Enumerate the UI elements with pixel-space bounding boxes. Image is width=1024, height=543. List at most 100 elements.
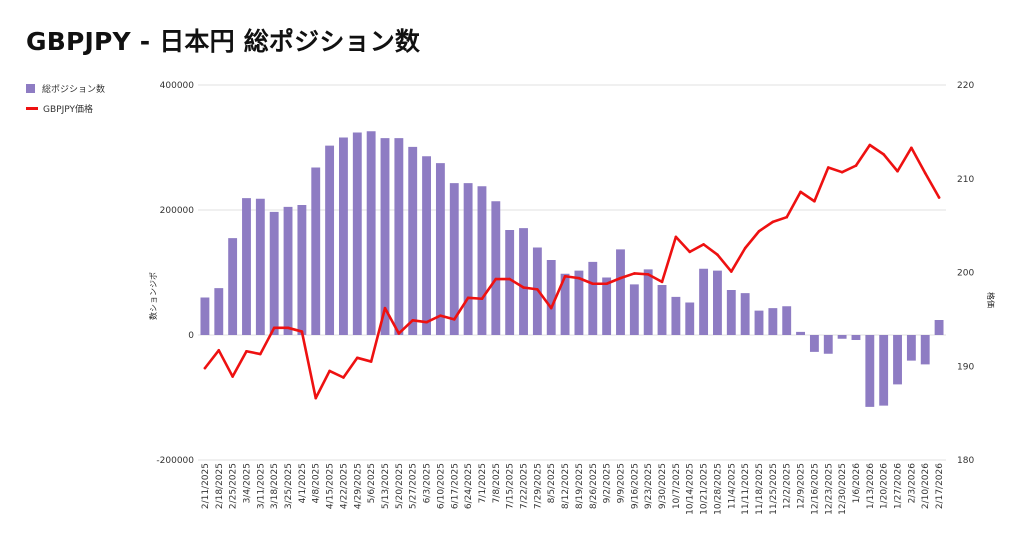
position-bar[interactable] [726,290,736,335]
x-tick-label: 9/16/2025 [630,463,640,509]
position-bar[interactable] [269,211,279,335]
position-bar[interactable] [920,335,930,365]
x-tick-label: 8/12/2025 [561,463,571,509]
price-point [577,276,581,280]
position-bar[interactable] [657,285,667,335]
position-bar[interactable] [200,297,210,336]
x-tick-label: 12/2/2025 [783,463,793,509]
x-tick-label: 4/29/2025 [353,463,363,509]
price-point [688,250,692,254]
position-bar[interactable] [671,296,681,336]
position-bar[interactable] [643,269,653,336]
position-bar[interactable] [740,293,750,336]
line-series [203,143,941,400]
price-point [868,143,872,147]
position-bar[interactable] [255,198,265,335]
position-bar[interactable] [477,186,487,335]
position-bar[interactable] [519,228,528,335]
position-bar[interactable] [394,138,404,336]
position-bar[interactable] [906,335,916,361]
x-tick-label: 9/9/2025 [616,463,626,503]
legend-item-positions[interactable]: 総ポジション数 [26,78,105,98]
position-bar[interactable] [560,273,570,335]
position-bar[interactable] [754,310,764,336]
position-bar[interactable] [228,238,238,336]
position-bar[interactable] [339,137,348,336]
price-point [536,288,539,291]
price-point [591,282,595,286]
position-bar[interactable] [546,260,556,335]
position-bar[interactable] [809,335,819,352]
right-tick-label: 190 [957,362,974,372]
position-bar[interactable] [422,156,431,335]
position-bar[interactable] [352,132,362,336]
position-bar[interactable] [602,277,612,336]
x-tick-label: 7/15/2025 [506,463,516,509]
legend-item-price[interactable]: GBPJPY価格 [26,98,105,118]
price-point [411,319,415,322]
position-bar[interactable] [837,335,847,339]
legend: 総ポジション数 GBPJPY価格 [26,78,105,118]
position-bar[interactable] [297,205,307,335]
x-tick-label: 8/19/2025 [575,463,585,509]
position-bar[interactable] [408,146,418,336]
x-tick-label: 11/25/2025 [769,463,779,515]
price-point [494,277,498,281]
position-bar[interactable] [505,230,515,335]
x-tick-label: 5/6/2025 [367,463,377,503]
position-bar[interactable] [893,335,902,385]
price-point [383,306,387,310]
position-bar[interactable] [713,270,722,336]
position-bar[interactable] [699,268,709,335]
price-point [785,215,788,219]
price-line[interactable] [203,143,941,400]
position-bar[interactable] [629,284,639,336]
position-bar[interactable] [380,138,390,336]
position-bar[interactable] [214,288,224,336]
position-bar[interactable] [823,335,833,354]
price-point [425,320,428,324]
position-bar[interactable] [463,183,473,336]
price-point [259,352,262,356]
position-bar[interactable] [685,302,695,336]
price-point [314,396,318,400]
x-tick-label: 7/1/2025 [478,463,488,503]
x-axis-ticks: 2/11/2025 2/18/2025 2/25/2025 3/4/2025 3/11/… [201,463,945,515]
price-point [896,169,899,173]
price-point [272,326,276,330]
position-bar[interactable] [796,331,805,336]
position-bar[interactable] [934,320,944,335]
price-point [231,375,234,378]
legend-line-swatch [26,106,38,110]
x-tick-label: 7/22/2025 [520,463,530,509]
position-bar[interactable] [865,335,875,407]
position-bar[interactable] [879,335,889,406]
x-tick-label: 3/18/2025 [270,463,280,509]
x-tick-label: 10/14/2025 [686,463,696,515]
position-bar[interactable] [449,183,459,336]
position-bar[interactable] [242,198,251,336]
x-tick-label: 2/11/2025 [201,463,211,509]
position-bar[interactable] [574,270,584,336]
right-tick-label: 180 [957,456,974,466]
position-bar[interactable] [588,261,598,336]
position-bar[interactable] [491,201,501,335]
position-bar[interactable] [435,163,445,336]
price-point [369,360,373,363]
left-tick-label: 0 [188,331,194,341]
left-axis-ticks: -200000 0 200000 400000 [156,81,194,466]
position-bar[interactable] [283,206,293,335]
price-point [646,273,650,276]
x-tick-label: 5/13/2025 [381,463,391,509]
position-bar[interactable] [616,249,625,336]
position-bar[interactable] [366,131,376,335]
position-bar[interactable] [325,145,335,336]
x-tick-label: 4/22/2025 [339,463,349,509]
position-bar[interactable] [851,335,861,340]
position-bar[interactable] [311,167,321,336]
x-tick-label: 12/16/2025 [810,463,820,515]
position-bar[interactable] [768,308,778,336]
legend-bar-swatch [26,83,35,93]
position-bar[interactable] [782,306,792,335]
